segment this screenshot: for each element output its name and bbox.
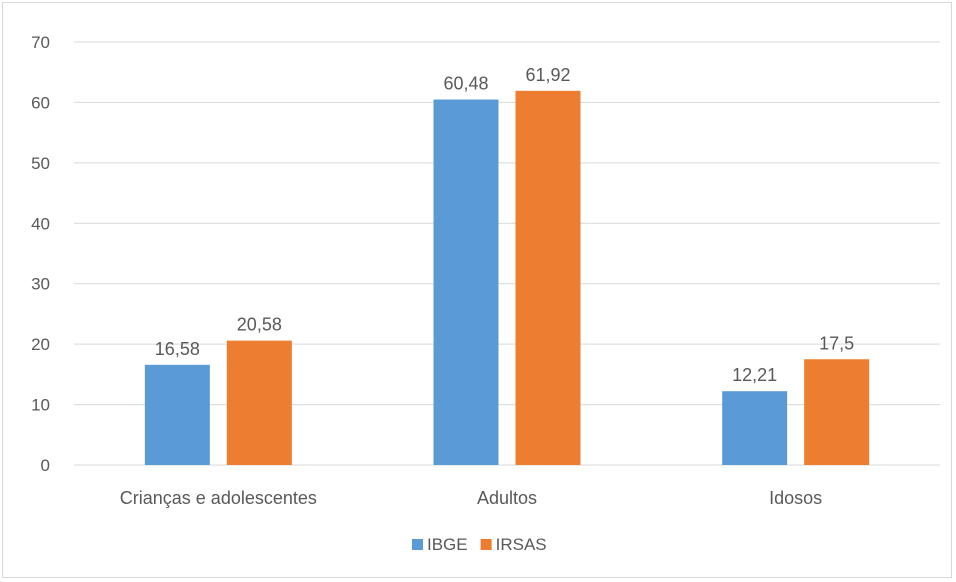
bar-irsas bbox=[515, 90, 581, 465]
y-axis-ticks: 0 10 20 30 40 50 60 70 bbox=[31, 33, 50, 475]
x-axis-ticks: Crianças e adolescentes Adultos Idosos bbox=[120, 488, 822, 508]
data-label: 61,92 bbox=[525, 65, 570, 85]
x-tick-label: Idosos bbox=[769, 488, 822, 508]
y-tick-label: 30 bbox=[31, 275, 50, 294]
data-label: 60,48 bbox=[443, 74, 488, 94]
data-labels: 16,58 20,58 60,48 61,92 12,21 17,5 bbox=[155, 65, 854, 385]
data-label: 20,58 bbox=[237, 315, 282, 335]
bar-ibge bbox=[433, 99, 499, 465]
data-label: 12,21 bbox=[732, 365, 777, 385]
y-tick-label: 40 bbox=[31, 214, 50, 233]
y-tick-label: 60 bbox=[31, 93, 50, 112]
y-tick-label: 50 bbox=[31, 154, 50, 173]
bar-irsas bbox=[226, 340, 292, 465]
y-tick-label: 0 bbox=[41, 456, 50, 475]
bar-irsas bbox=[804, 359, 870, 465]
x-tick-label: Crianças e adolescentes bbox=[120, 488, 317, 508]
legend: IBGE IRSAS bbox=[412, 535, 547, 554]
data-label: 16,58 bbox=[155, 339, 200, 359]
bar-ibge bbox=[144, 364, 210, 465]
legend-label: IBGE bbox=[427, 535, 468, 554]
legend-swatch bbox=[480, 539, 492, 550]
y-tick-label: 70 bbox=[31, 33, 50, 52]
legend-swatch bbox=[412, 539, 423, 550]
gridlines bbox=[74, 41, 940, 466]
y-tick-label: 10 bbox=[31, 396, 50, 415]
bars bbox=[144, 90, 870, 465]
bar-ibge bbox=[722, 391, 788, 465]
data-label: 17,5 bbox=[819, 333, 854, 353]
legend-label: IRSAS bbox=[496, 535, 547, 554]
x-tick-label: Adultos bbox=[477, 488, 537, 508]
y-tick-label: 20 bbox=[31, 335, 50, 354]
